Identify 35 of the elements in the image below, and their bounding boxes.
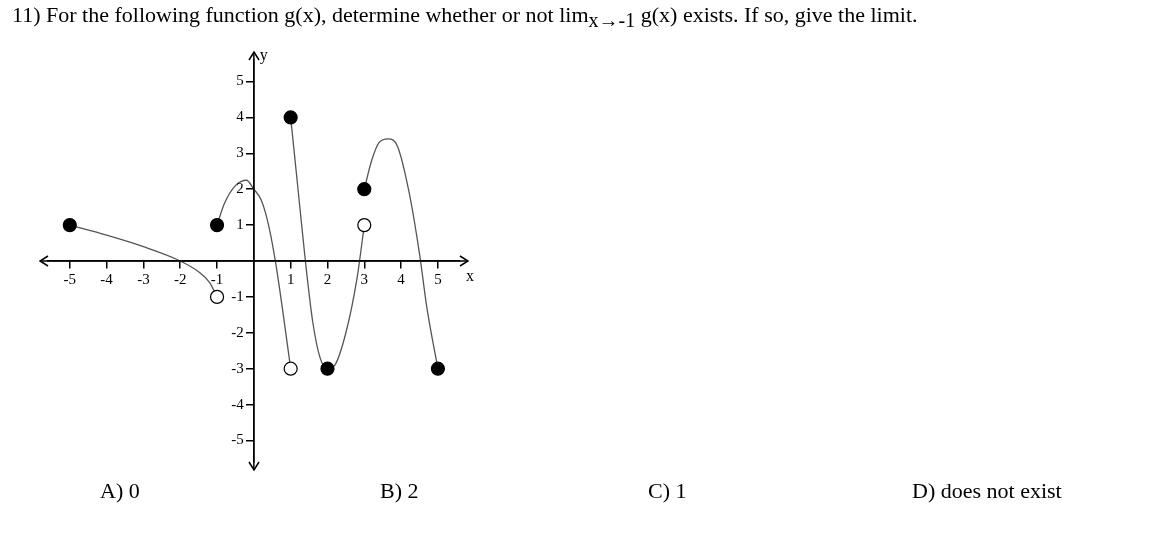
x-tick-label: 5 <box>434 270 442 287</box>
point <box>62 218 77 233</box>
point <box>283 361 298 376</box>
text: A) 0 <box>100 478 140 504</box>
x-tick-label: -2 <box>173 270 187 287</box>
y-axis-title: y <box>259 46 268 65</box>
text: B) 2 <box>380 478 419 504</box>
x-tick-label: 3 <box>360 270 369 287</box>
y-tick-label: -3 <box>231 359 244 376</box>
point <box>357 182 372 197</box>
y-tick-label: 4 <box>236 108 245 125</box>
y-tick-label: 1 <box>236 216 244 233</box>
y-tick-label: 5 <box>236 72 244 89</box>
y-tick-label: 3 <box>236 144 244 161</box>
x-tick-label: -4 <box>100 270 114 287</box>
y-tick-label: -4 <box>231 395 245 412</box>
text: C) 1 <box>648 478 687 504</box>
point <box>357 218 372 233</box>
y-tick-label: -2 <box>231 323 244 340</box>
y-tick-label: -1 <box>231 287 244 304</box>
point <box>430 361 446 376</box>
point <box>209 289 225 304</box>
text: D) does not exist <box>912 478 1062 504</box>
x-tick-label: 4 <box>397 270 406 287</box>
x-tick-label: -3 <box>137 270 150 287</box>
y-tick-label: 2 <box>236 180 244 197</box>
point <box>320 361 335 376</box>
point <box>209 218 225 233</box>
y-tick-label: -5 <box>231 431 244 448</box>
x-tick-label: -1 <box>210 270 224 287</box>
x-tick-label: 2 <box>323 270 332 287</box>
x-tick-label: 1 <box>286 270 295 287</box>
x-axis-title: x <box>466 267 474 285</box>
x-tick-label: -5 <box>63 270 77 287</box>
point <box>283 110 298 125</box>
